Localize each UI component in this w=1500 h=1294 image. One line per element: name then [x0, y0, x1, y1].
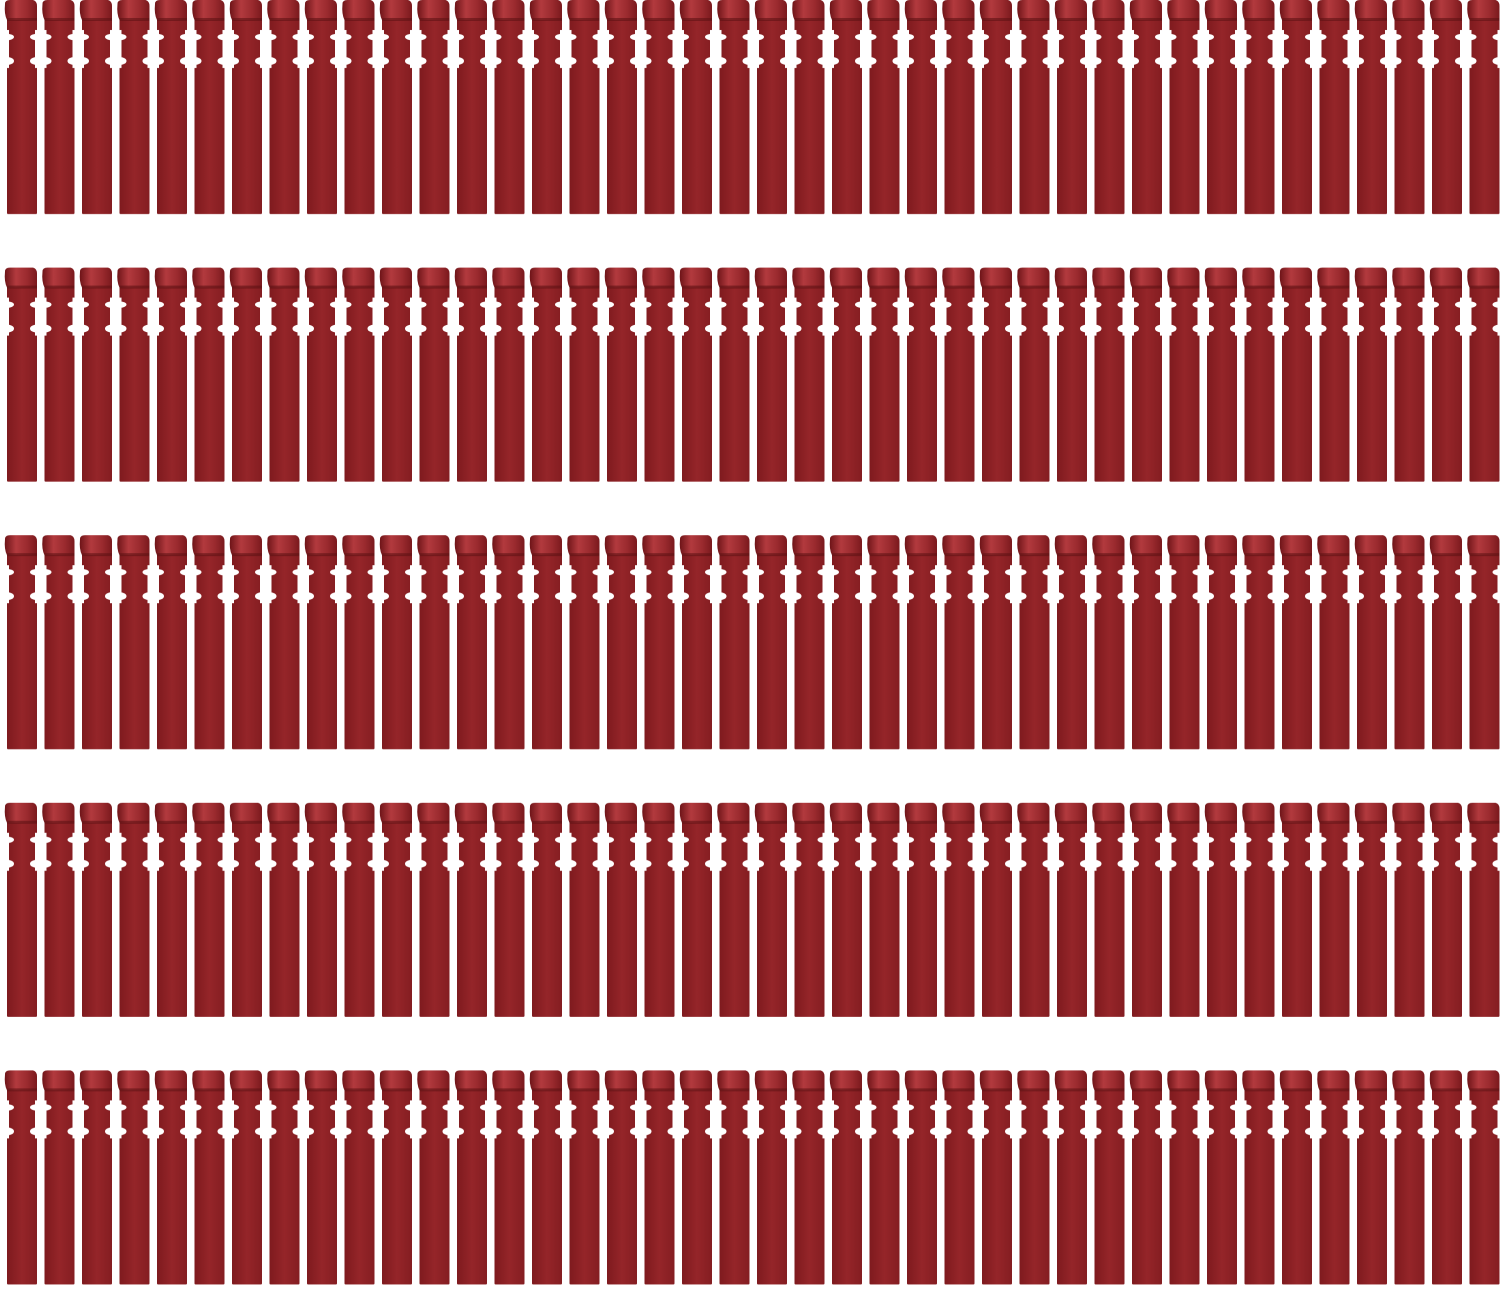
page-body — [0, 0, 1500, 1294]
plant-tags — [0, 0, 1500, 1294]
page: Plant tags {} html, body { margin: 0; pa… — [0, 0, 1500, 1294]
tags-photo — [0, 0, 1500, 1294]
